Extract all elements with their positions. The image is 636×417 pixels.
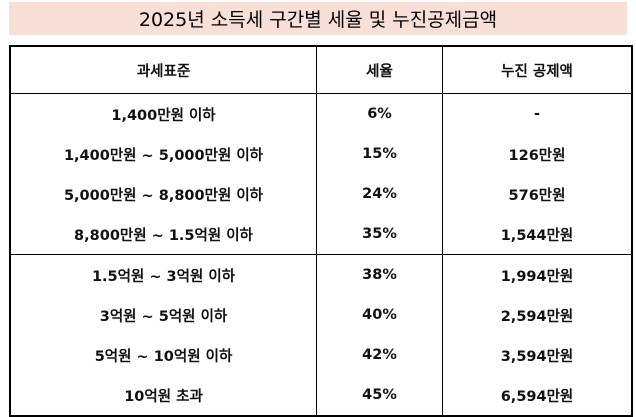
header-row: 과세표준 세율 누진 공제액: [10, 46, 632, 94]
deduction-cell: 6,594만원: [500, 388, 574, 405]
deduction-cell: 3,594만원: [500, 348, 574, 365]
rate-cell: 15%: [316, 134, 443, 174]
bracket-cell: 1,400만원 ~ 5,000만원 이하: [10, 134, 317, 174]
deduction-cell: 576만원: [508, 187, 566, 204]
table-title: 2025년 소득세 구간별 세율 및 누진공제금액: [9, 2, 627, 35]
bracket-cell: 3억원 ~ 5억원 이하: [10, 295, 317, 335]
deduction-cell: -: [533, 106, 541, 122]
bracket-cell: 10억원 초과: [10, 375, 317, 416]
bracket-cell: 5,000만원 ~ 8,800만원 이하: [10, 174, 317, 214]
deduction-cell: 1,544만원: [500, 227, 574, 244]
deduction-cell: 2,594만원: [500, 308, 574, 325]
bracket-cell: 8,800만원 ~ 1.5억원 이하: [10, 214, 317, 255]
rate-cell: 6%: [316, 93, 443, 134]
rate-cell: 35%: [316, 214, 443, 255]
table-row: 3억원 ~ 5억원 이하 40% 2,594만원: [10, 295, 632, 335]
deduction-cell: 1,994만원: [442, 254, 632, 295]
tax-rate-table: 과세표준 세율 누진 공제액 1,400만원 이하 6% - 1,400만원 ~…: [9, 45, 633, 417]
bracket-cell: 5억원 ~ 10억원 이하: [10, 335, 317, 375]
table-row: 8,800만원 ~ 1.5억원 이하 35% 1,544만원: [10, 214, 632, 255]
header-deduction: 누진 공제액: [442, 46, 632, 94]
table-row: 1.5억원 ~ 3억원 이하 38% 1,994만원: [10, 254, 632, 295]
table-row: 5,000만원 ~ 8,800만원 이하 24% 576만원: [10, 174, 632, 214]
rate-cell: 24%: [316, 174, 443, 214]
bracket-cell: 1,400만원 이하: [10, 93, 317, 134]
header-tax-base: 과세표준: [10, 46, 317, 94]
table-row: 1,400만원 ~ 5,000만원 이하 15% 126만원: [10, 134, 632, 174]
bracket-cell: 1.5억원 ~ 3억원 이하: [10, 254, 317, 295]
deduction-cell: 126만원: [508, 147, 566, 164]
header-rate: 세율: [316, 46, 443, 94]
table-row: 1,400만원 이하 6% -: [10, 93, 632, 134]
table-row: 10억원 초과 45% 6,594만원: [10, 375, 632, 416]
rate-cell: 38%: [316, 254, 443, 295]
rate-cell: 40%: [316, 295, 443, 335]
rate-cell: 42%: [316, 335, 443, 375]
rate-cell: 45%: [316, 375, 443, 416]
table-row: 5억원 ~ 10억원 이하 42% 3,594만원: [10, 335, 632, 375]
